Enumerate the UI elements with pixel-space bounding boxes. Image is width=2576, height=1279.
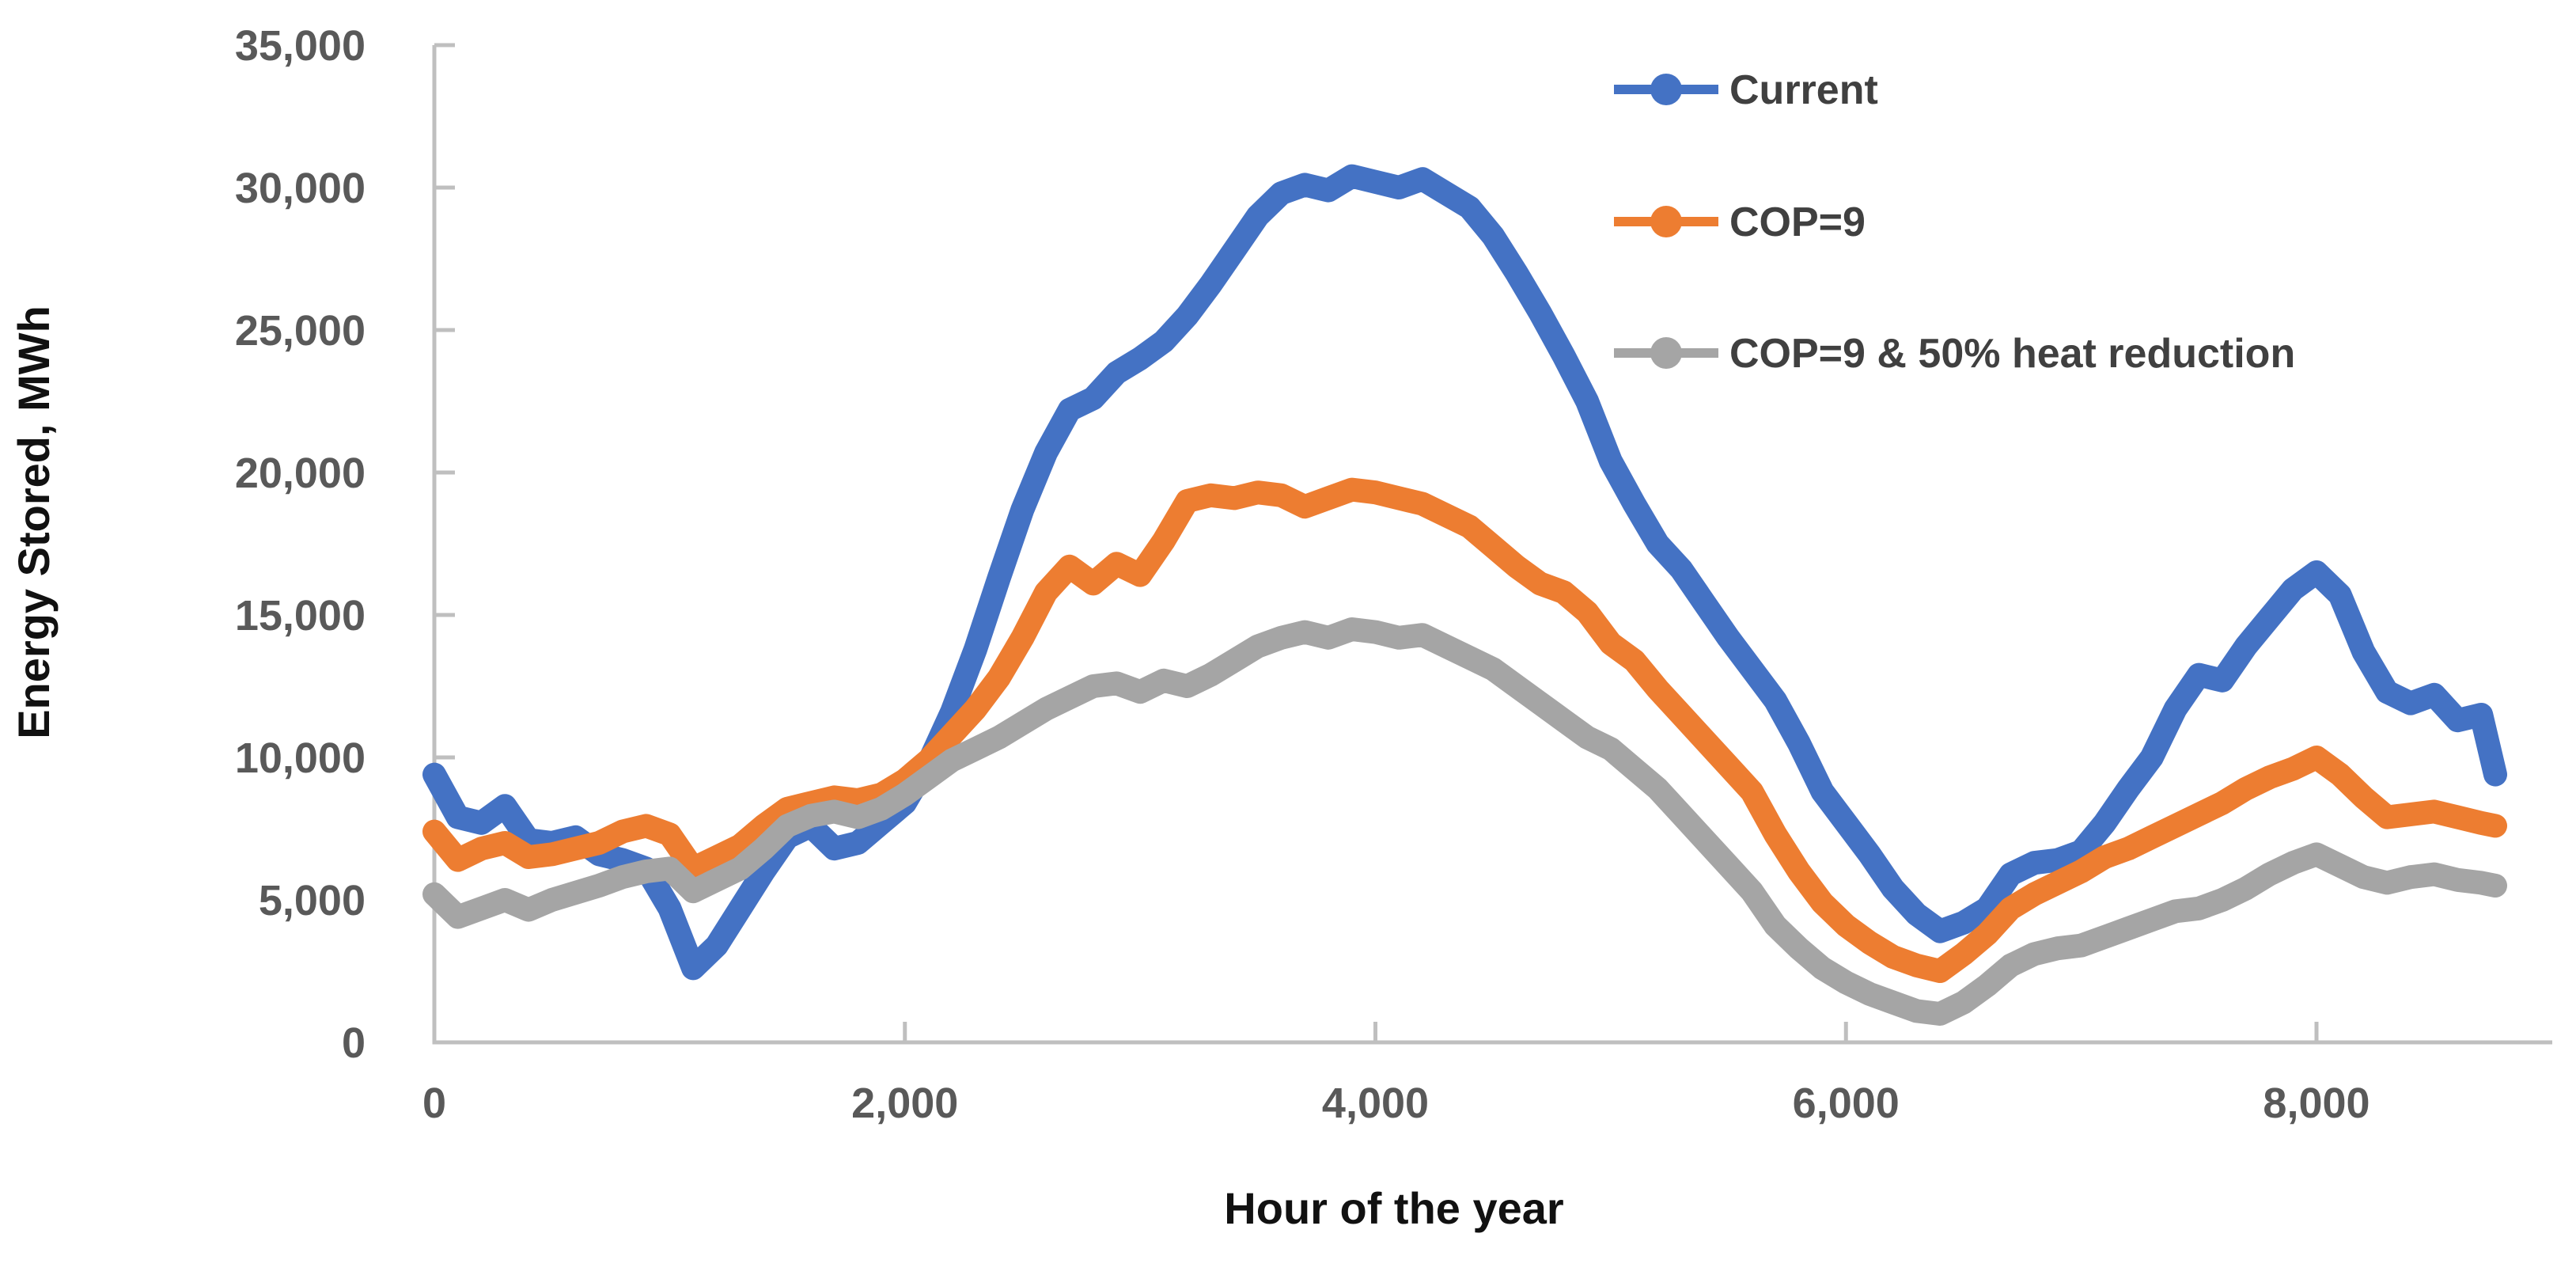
y-tick-label: 35,000 (235, 22, 366, 70)
x-tick-label: 8,000 (2263, 1080, 2370, 1127)
y-tick-label: 10,000 (235, 734, 366, 782)
legend: Current COP=9 COP=9 & 50% heat reduction (1614, 67, 2295, 377)
legend-label-cop9: COP=9 (1729, 199, 1866, 245)
x-tick-label: 6,000 (1793, 1080, 1900, 1127)
axes: 0 5,000 10,000 15,000 20,000 25,000 30,000 35,0… (235, 22, 2552, 1127)
x-tick-label: 0 (422, 1080, 446, 1127)
legend-circle-marker-icon (1650, 74, 1682, 105)
y-tick-label: 5,000 (259, 877, 366, 924)
y-tick-label: 30,000 (235, 165, 366, 212)
series-line-cop-9 (422, 477, 2507, 983)
series-lines (422, 164, 2507, 1026)
x-axis-title: Hour of the year (1224, 1183, 1563, 1233)
y-tick-label: 0 (342, 1019, 366, 1067)
legend-item-cop9-heat-reduction: COP=9 & 50% heat reduction (1614, 331, 2295, 377)
legend-item-current: Current (1614, 67, 1878, 113)
legend-circle-marker-icon (1650, 337, 1682, 369)
legend-item-cop9: COP=9 (1614, 199, 1866, 245)
x-tick-label: 2,000 (851, 1080, 958, 1127)
y-axis-title: Energy Stored, MWh (9, 306, 59, 739)
x-tick-label: 4,000 (1322, 1080, 1429, 1127)
y-tick-label: 25,000 (235, 307, 366, 355)
y-tick-label: 20,000 (235, 450, 366, 497)
legend-label-cop9-heat-reduction: COP=9 & 50% heat reduction (1729, 331, 2295, 377)
legend-label-current: Current (1729, 67, 1878, 113)
legend-circle-marker-icon (1650, 206, 1682, 237)
y-tick-label: 15,000 (235, 592, 366, 640)
series-line-cop-9-50-heat-reduction (422, 617, 2507, 1026)
